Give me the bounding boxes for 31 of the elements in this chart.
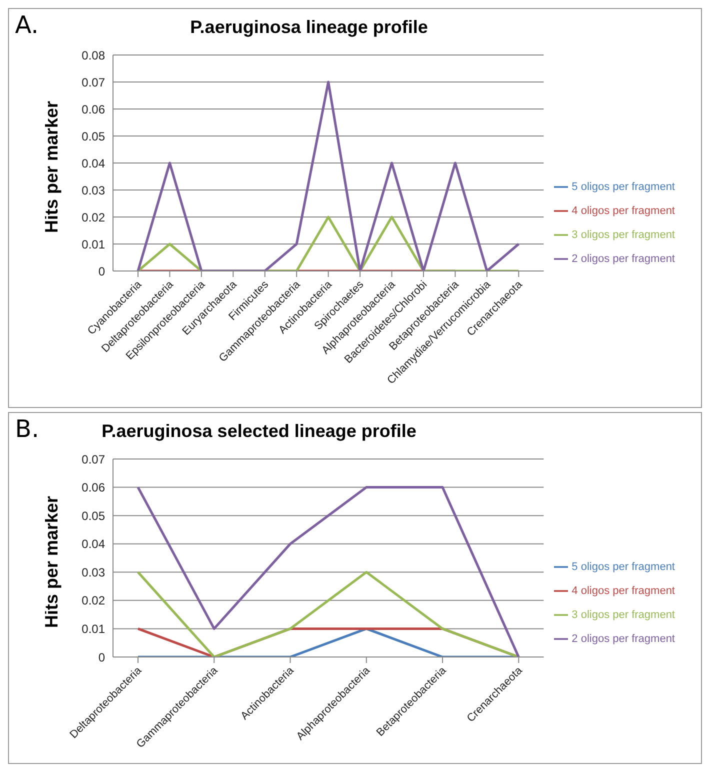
y-tick-label: 0.07 — [82, 75, 106, 90]
y-tick-label: 0.06 — [82, 480, 106, 495]
y-tick-label: 0.05 — [82, 508, 106, 523]
y-tick-label: 0.03 — [82, 565, 106, 580]
y-tick-label: 0.04 — [82, 537, 106, 552]
legend-label: 4 oligos per fragment — [572, 205, 675, 217]
y-tick-label: 0.02 — [82, 594, 106, 608]
text: A. — [15, 11, 39, 39]
y-tick-label: 0.08 — [82, 48, 106, 62]
legend-label: 3 oligos per fragment — [572, 229, 675, 241]
line-series — [136, 80, 520, 271]
y-tick-label: 0.05 — [82, 129, 106, 144]
y-tick-label: 0.06 — [82, 102, 106, 116]
y-tick-label: 0.04 — [82, 156, 106, 170]
y-tick-label: 0.02 — [82, 210, 106, 224]
y-tick-label: 0.03 — [82, 183, 106, 198]
y-tick-label: 0.07 — [82, 452, 106, 466]
legend-label: 5 oligos per fragment — [572, 181, 675, 193]
y-tick-label: 0 — [98, 264, 106, 278]
legend-label: 2 oligos per fragment — [572, 253, 675, 265]
chart-title: P.aeruginosa lineage profile — [189, 17, 429, 38]
y-tick-label: 0.01 — [82, 237, 106, 252]
legend-label: 2 oligos per fragment — [572, 633, 675, 645]
y-tick-label: 0.01 — [82, 622, 106, 636]
legend-label: 3 oligos per fragment — [572, 609, 675, 621]
legend-label: 5 oligos per fragment — [572, 561, 675, 573]
chart-title: P.aeruginosa selected lineage profile — [100, 421, 418, 442]
line-series — [136, 486, 520, 657]
text: B. — [15, 415, 40, 443]
legend-label: 4 oligos per fragment — [572, 585, 675, 597]
y-tick-label: 0 — [98, 650, 106, 664]
